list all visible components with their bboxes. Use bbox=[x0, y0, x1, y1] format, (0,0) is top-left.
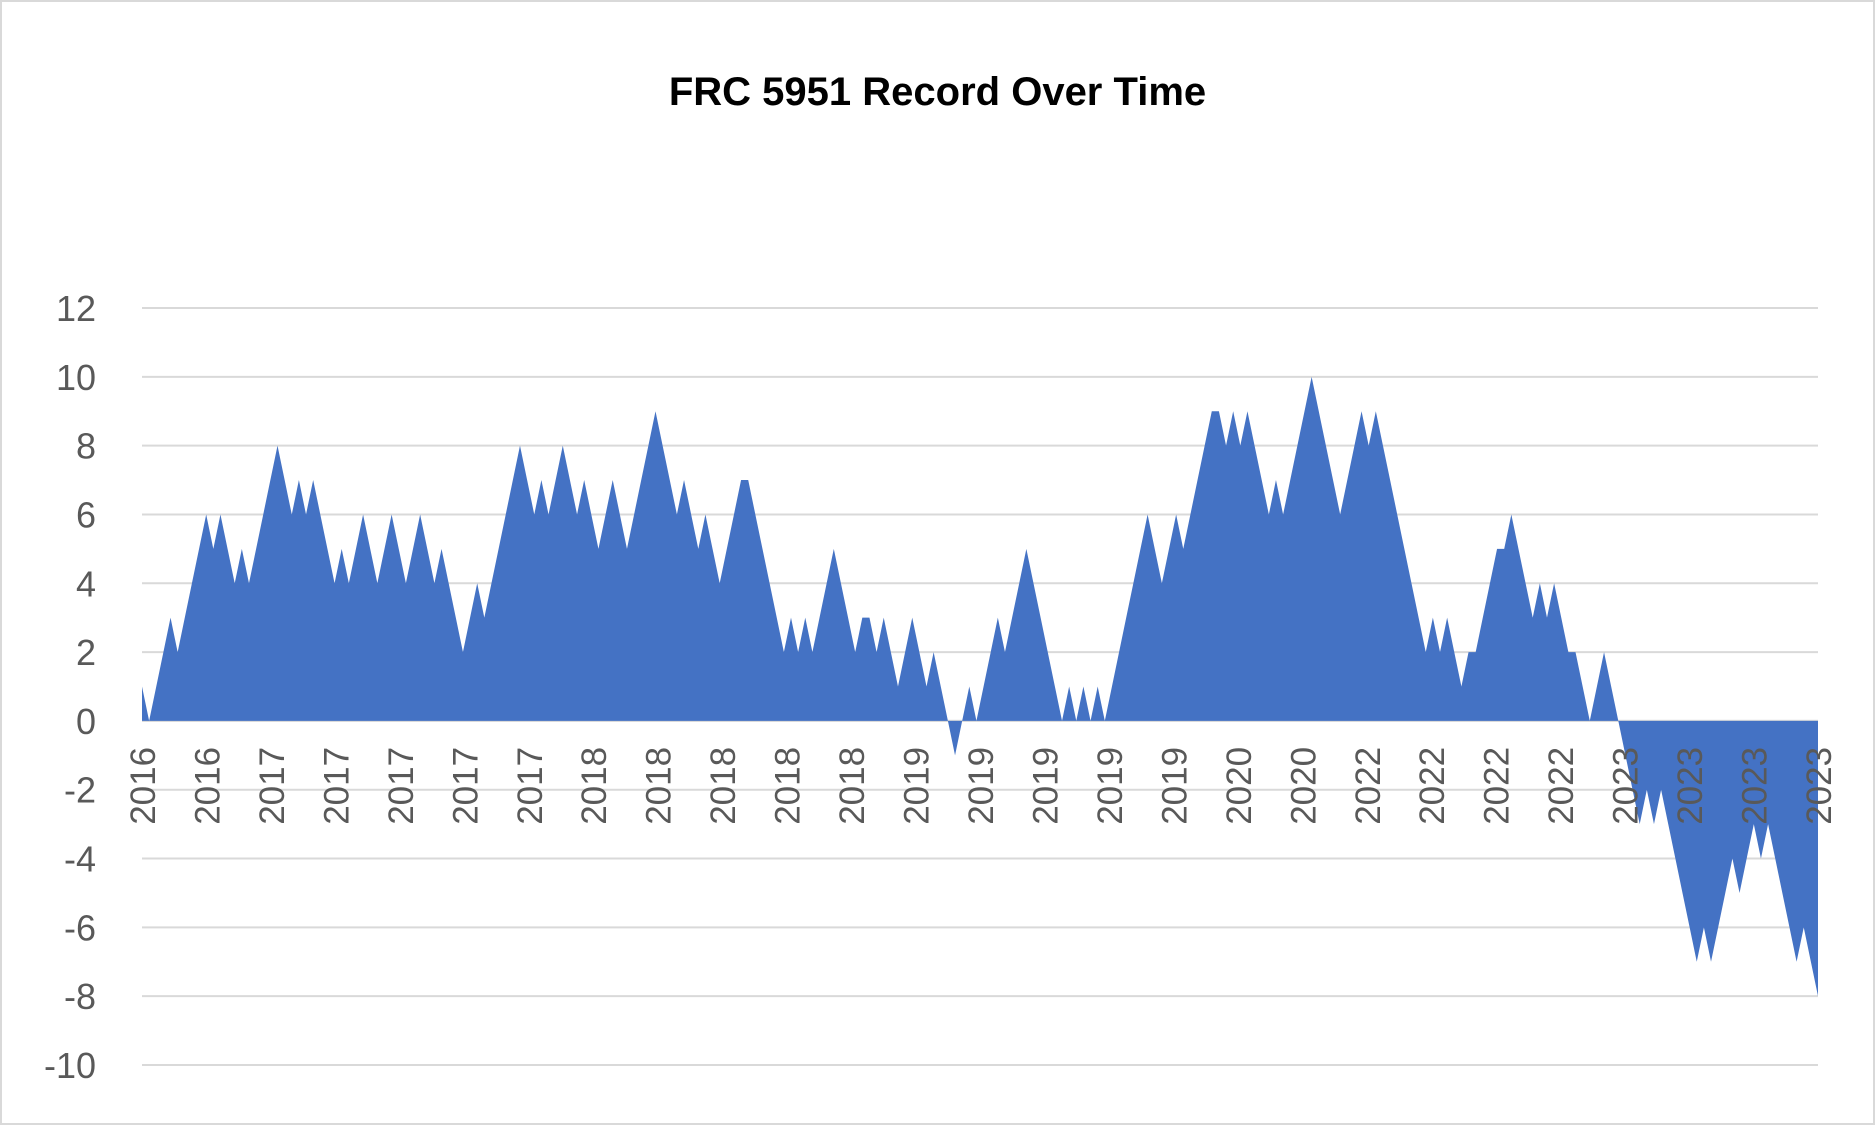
y-tick-label: 10 bbox=[56, 357, 96, 398]
x-tick-label: 2018 bbox=[704, 747, 743, 825]
y-tick-label: -2 bbox=[64, 770, 96, 811]
x-tick-label: 2018 bbox=[575, 747, 614, 825]
x-tick-label: 2017 bbox=[446, 747, 485, 825]
x-tick-label: 2020 bbox=[1220, 747, 1259, 825]
y-tick-label: 2 bbox=[76, 632, 96, 673]
x-tick-label: 2023 bbox=[1800, 747, 1839, 825]
y-tick-label: 8 bbox=[76, 426, 96, 467]
series-area-path bbox=[142, 376, 1818, 997]
y-tick-label: 4 bbox=[76, 563, 96, 604]
x-tick-label: 2017 bbox=[317, 747, 356, 825]
x-tick-label: 2016 bbox=[189, 747, 228, 825]
y-tick-label: 0 bbox=[76, 701, 96, 742]
x-tick-label: 2016 bbox=[124, 747, 163, 825]
x-tick-label: 2019 bbox=[1091, 747, 1130, 825]
x-tick-label: 2017 bbox=[253, 747, 292, 825]
y-tick-label: -6 bbox=[64, 907, 96, 948]
x-tick-label: 2018 bbox=[640, 747, 679, 825]
x-tick-label: 2019 bbox=[1027, 747, 1066, 825]
y-tick-label: -10 bbox=[44, 1045, 96, 1086]
x-tick-label: 2023 bbox=[1736, 747, 1775, 825]
y-tick-label: -8 bbox=[64, 976, 96, 1017]
x-tick-label: 2020 bbox=[1284, 747, 1323, 825]
y-axis-ticks: -10 -8 -6 -4 -2 0 2 4 6 8 10 12 bbox=[44, 288, 96, 1086]
y-tick-label: 6 bbox=[76, 494, 96, 535]
y-tick-label: -4 bbox=[64, 839, 96, 880]
x-tick-label: 2017 bbox=[382, 747, 421, 825]
x-tick-label: 2022 bbox=[1542, 747, 1581, 825]
x-axis-ticks: 2016 2016 2017 2017 2017 2017 2017 2018 2018 2018… bbox=[124, 747, 1839, 825]
x-tick-label: 2019 bbox=[962, 747, 1001, 825]
series-area bbox=[142, 376, 1818, 997]
x-tick-label: 2022 bbox=[1478, 747, 1517, 825]
x-tick-label: 2019 bbox=[1155, 747, 1194, 825]
x-tick-label: 2023 bbox=[1607, 747, 1646, 825]
x-tick-label: 2022 bbox=[1413, 747, 1452, 825]
x-tick-label: 2018 bbox=[833, 747, 872, 825]
chart-title: FRC 5951 Record Over Time bbox=[668, 70, 1207, 114]
x-tick-label: 2018 bbox=[769, 747, 808, 825]
x-tick-label: 2023 bbox=[1671, 747, 1710, 825]
x-tick-label: 2019 bbox=[898, 747, 937, 825]
x-tick-label: 2017 bbox=[511, 747, 550, 825]
y-tick-label: 12 bbox=[56, 288, 96, 329]
x-tick-label: 2022 bbox=[1349, 747, 1388, 825]
